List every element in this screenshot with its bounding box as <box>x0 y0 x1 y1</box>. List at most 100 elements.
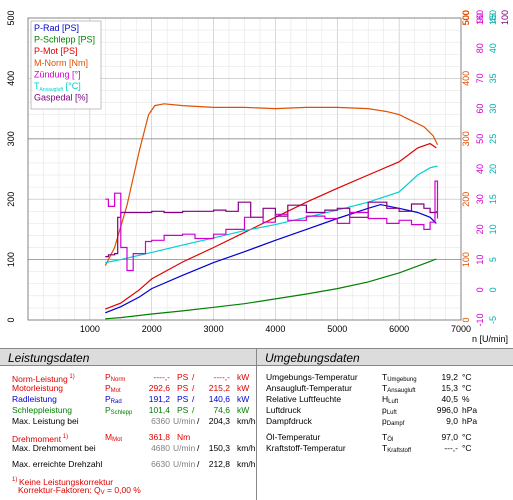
right-axis-label: 25 <box>488 134 498 144</box>
series-line <box>105 165 438 264</box>
right-axis-label: 100 <box>461 252 471 267</box>
torque-symbol: MMot <box>105 432 123 443</box>
power-row-unit-kw: kW <box>237 372 250 382</box>
footnote-row-1: 1) Keine Leistungskorrektur <box>0 475 513 487</box>
ambient-row: Kraftstoff-Temperatur TKraftstoff ---,- °C <box>0 443 513 454</box>
ambient-value: 97,0 <box>441 432 458 442</box>
x-tick-label: 7000 <box>451 324 471 334</box>
legend-entry: Zündung [°] <box>34 69 81 79</box>
right-axis-label: 40 <box>488 43 498 53</box>
ambient-symbol: TÖl <box>382 432 394 443</box>
power-row-unit-ps: PS <box>177 405 189 415</box>
max-power-label: Max. Leistung bei <box>12 416 79 426</box>
umgebungsdaten-header: Umgebungsdaten <box>257 348 513 366</box>
right-axis-label: 10 <box>488 224 498 234</box>
ambient-symbol: TUmgebung <box>382 372 417 383</box>
power-row-label: Schleppleistung <box>12 405 73 415</box>
power-row: Radleistung PRad 191,2 PS/ 140,6 kW <box>0 394 513 405</box>
power-row-symbol: PNorm <box>105 372 126 383</box>
x-tick-label: 2000 <box>142 324 162 334</box>
max-power-row: Max. Leistung bei 6360 U/min/ 204,3 km/h <box>0 416 513 427</box>
ambient-row: Relative Luftfeuchte HLuft 40,5% <box>0 394 513 405</box>
max-torque-speed: 150,3 <box>208 443 230 453</box>
ambient-value: 996,0 <box>436 405 458 415</box>
max-power-sep: / <box>197 416 200 426</box>
series-line <box>105 203 437 314</box>
power-row-value-kw: ----,- <box>213 372 230 382</box>
ambient-label: Umgebungs-Temperatur <box>266 372 358 382</box>
ambient-value: 40,5 <box>441 394 458 404</box>
power-row-symbol: PSchlepp <box>105 405 133 416</box>
power-row-value-kw: 74,6 <box>213 405 230 415</box>
y-tick-label: 200 <box>6 192 16 207</box>
right-axis-label: 30 <box>475 194 485 204</box>
x-tick-label: 3000 <box>204 324 224 334</box>
power-row-sep: / <box>192 372 195 382</box>
ambient-unit: °C <box>462 443 472 453</box>
max-power-speed: 204,3 <box>208 416 230 426</box>
legend-entry: Gaspedal [%] <box>34 93 88 103</box>
right-axis-label: 20 <box>475 224 485 234</box>
power-row-value-ps: 191,2 <box>148 394 170 404</box>
ambient-unit: °C <box>462 432 472 442</box>
right-axis-label: 0 <box>488 287 498 292</box>
results-panel: Leistungsdaten Norm-Leistung 1) PNorm ----… <box>0 348 513 500</box>
power-row-label: Radleistung <box>12 394 57 404</box>
power-row-label: Norm-Leistung 1) <box>12 373 75 384</box>
max-power-rpm-unit: U/min <box>173 416 196 426</box>
leistungsdaten-header: Leistungsdaten <box>0 348 256 366</box>
ambient-unit: °C <box>462 372 472 382</box>
chart-series <box>104 103 439 320</box>
series-line <box>105 180 439 272</box>
torque-unit: Nm <box>177 432 191 442</box>
power-row-unit-ps: PS <box>177 372 189 382</box>
max-rpm-unit: U/min <box>173 459 196 469</box>
power-row-sep: / <box>192 383 195 393</box>
ambient-row: Luftdruck pLuft 996,0 hPa <box>0 405 513 416</box>
right-axis-label: 80 <box>475 43 485 53</box>
ambient-unit: hPa <box>462 405 478 415</box>
legend-entry: P-Schlepp [PS] <box>34 35 95 45</box>
y-tick-label: 300 <box>6 131 16 146</box>
right-axis-label: 0 <box>475 287 485 292</box>
series-line <box>105 201 437 258</box>
ambient-value: 15,3 <box>441 383 458 393</box>
max-rpm-sep: / <box>197 459 200 469</box>
right-axis-label: 35 <box>488 73 498 83</box>
power-row-sep: / <box>192 394 195 404</box>
right-top-label: 150 <box>488 10 498 25</box>
max-power-speed-unit: km/h <box>237 416 256 426</box>
series-line <box>105 258 437 320</box>
right-axis-label: 30 <box>488 104 498 114</box>
panel-divider <box>256 348 257 500</box>
right-top-label: 160 <box>475 10 485 25</box>
y-tick-label: 400 <box>6 71 16 86</box>
power-row-value-ps: 292,6 <box>148 383 170 393</box>
power-row: Motorleistung PMot 292,6 PS/ 215,2 kW <box>0 383 513 394</box>
right-axis-label: -5 <box>488 316 498 324</box>
ambient-row: Öl-Temperatur TÖl 97,0 °C <box>0 432 513 443</box>
power-row-value-ps: ----,- <box>153 372 170 382</box>
right-axis-label: 70 <box>475 73 485 83</box>
x-tick-label: 6000 <box>389 324 409 334</box>
ambient-label: Luftdruck <box>266 405 301 415</box>
power-row: Schleppleistung PSchlepp 101,4 PS/ 74,6 kW <box>0 405 513 416</box>
power-row-unit-kw: kW <box>237 394 250 404</box>
right-axis-label: 200 <box>461 192 471 207</box>
torque-value: 361,8 <box>148 432 170 442</box>
right-axis-label: 10 <box>475 255 485 265</box>
ambient-symbol: HLuft <box>382 394 399 405</box>
right-axis-label: 45 <box>488 13 498 23</box>
power-row-value-kw: 215,2 <box>208 383 230 393</box>
ambient-value: ---,- <box>444 443 458 453</box>
ambient-label: Relative Luftfeuchte <box>266 394 342 404</box>
ambient-value: 9,0 <box>446 416 458 426</box>
right-top-label: 500 <box>461 10 471 25</box>
y-tick-label: 0 <box>6 317 16 322</box>
power-row-unit-kw: kW <box>237 405 250 415</box>
x-tick-label: 5000 <box>327 324 347 334</box>
right-axis-label: 60 <box>475 104 485 114</box>
right-axis-label: 5 <box>488 257 498 262</box>
right-axis-label: 400 <box>461 71 471 86</box>
